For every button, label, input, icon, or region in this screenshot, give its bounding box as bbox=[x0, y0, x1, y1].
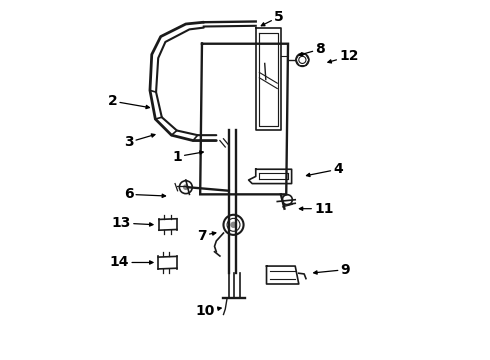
Text: 3: 3 bbox=[123, 134, 155, 149]
Text: 4: 4 bbox=[306, 162, 343, 176]
Text: 14: 14 bbox=[110, 256, 153, 270]
Text: 2: 2 bbox=[107, 94, 149, 109]
Text: 8: 8 bbox=[299, 42, 325, 56]
Text: 10: 10 bbox=[196, 304, 221, 318]
Circle shape bbox=[183, 184, 189, 190]
Text: 6: 6 bbox=[123, 187, 166, 201]
Text: 7: 7 bbox=[197, 229, 216, 243]
Text: 5: 5 bbox=[261, 10, 284, 26]
Text: 9: 9 bbox=[314, 263, 350, 276]
Text: 1: 1 bbox=[172, 150, 203, 164]
Text: 12: 12 bbox=[328, 49, 359, 63]
Text: 11: 11 bbox=[299, 202, 334, 216]
Text: 13: 13 bbox=[112, 216, 153, 230]
Circle shape bbox=[231, 222, 236, 227]
